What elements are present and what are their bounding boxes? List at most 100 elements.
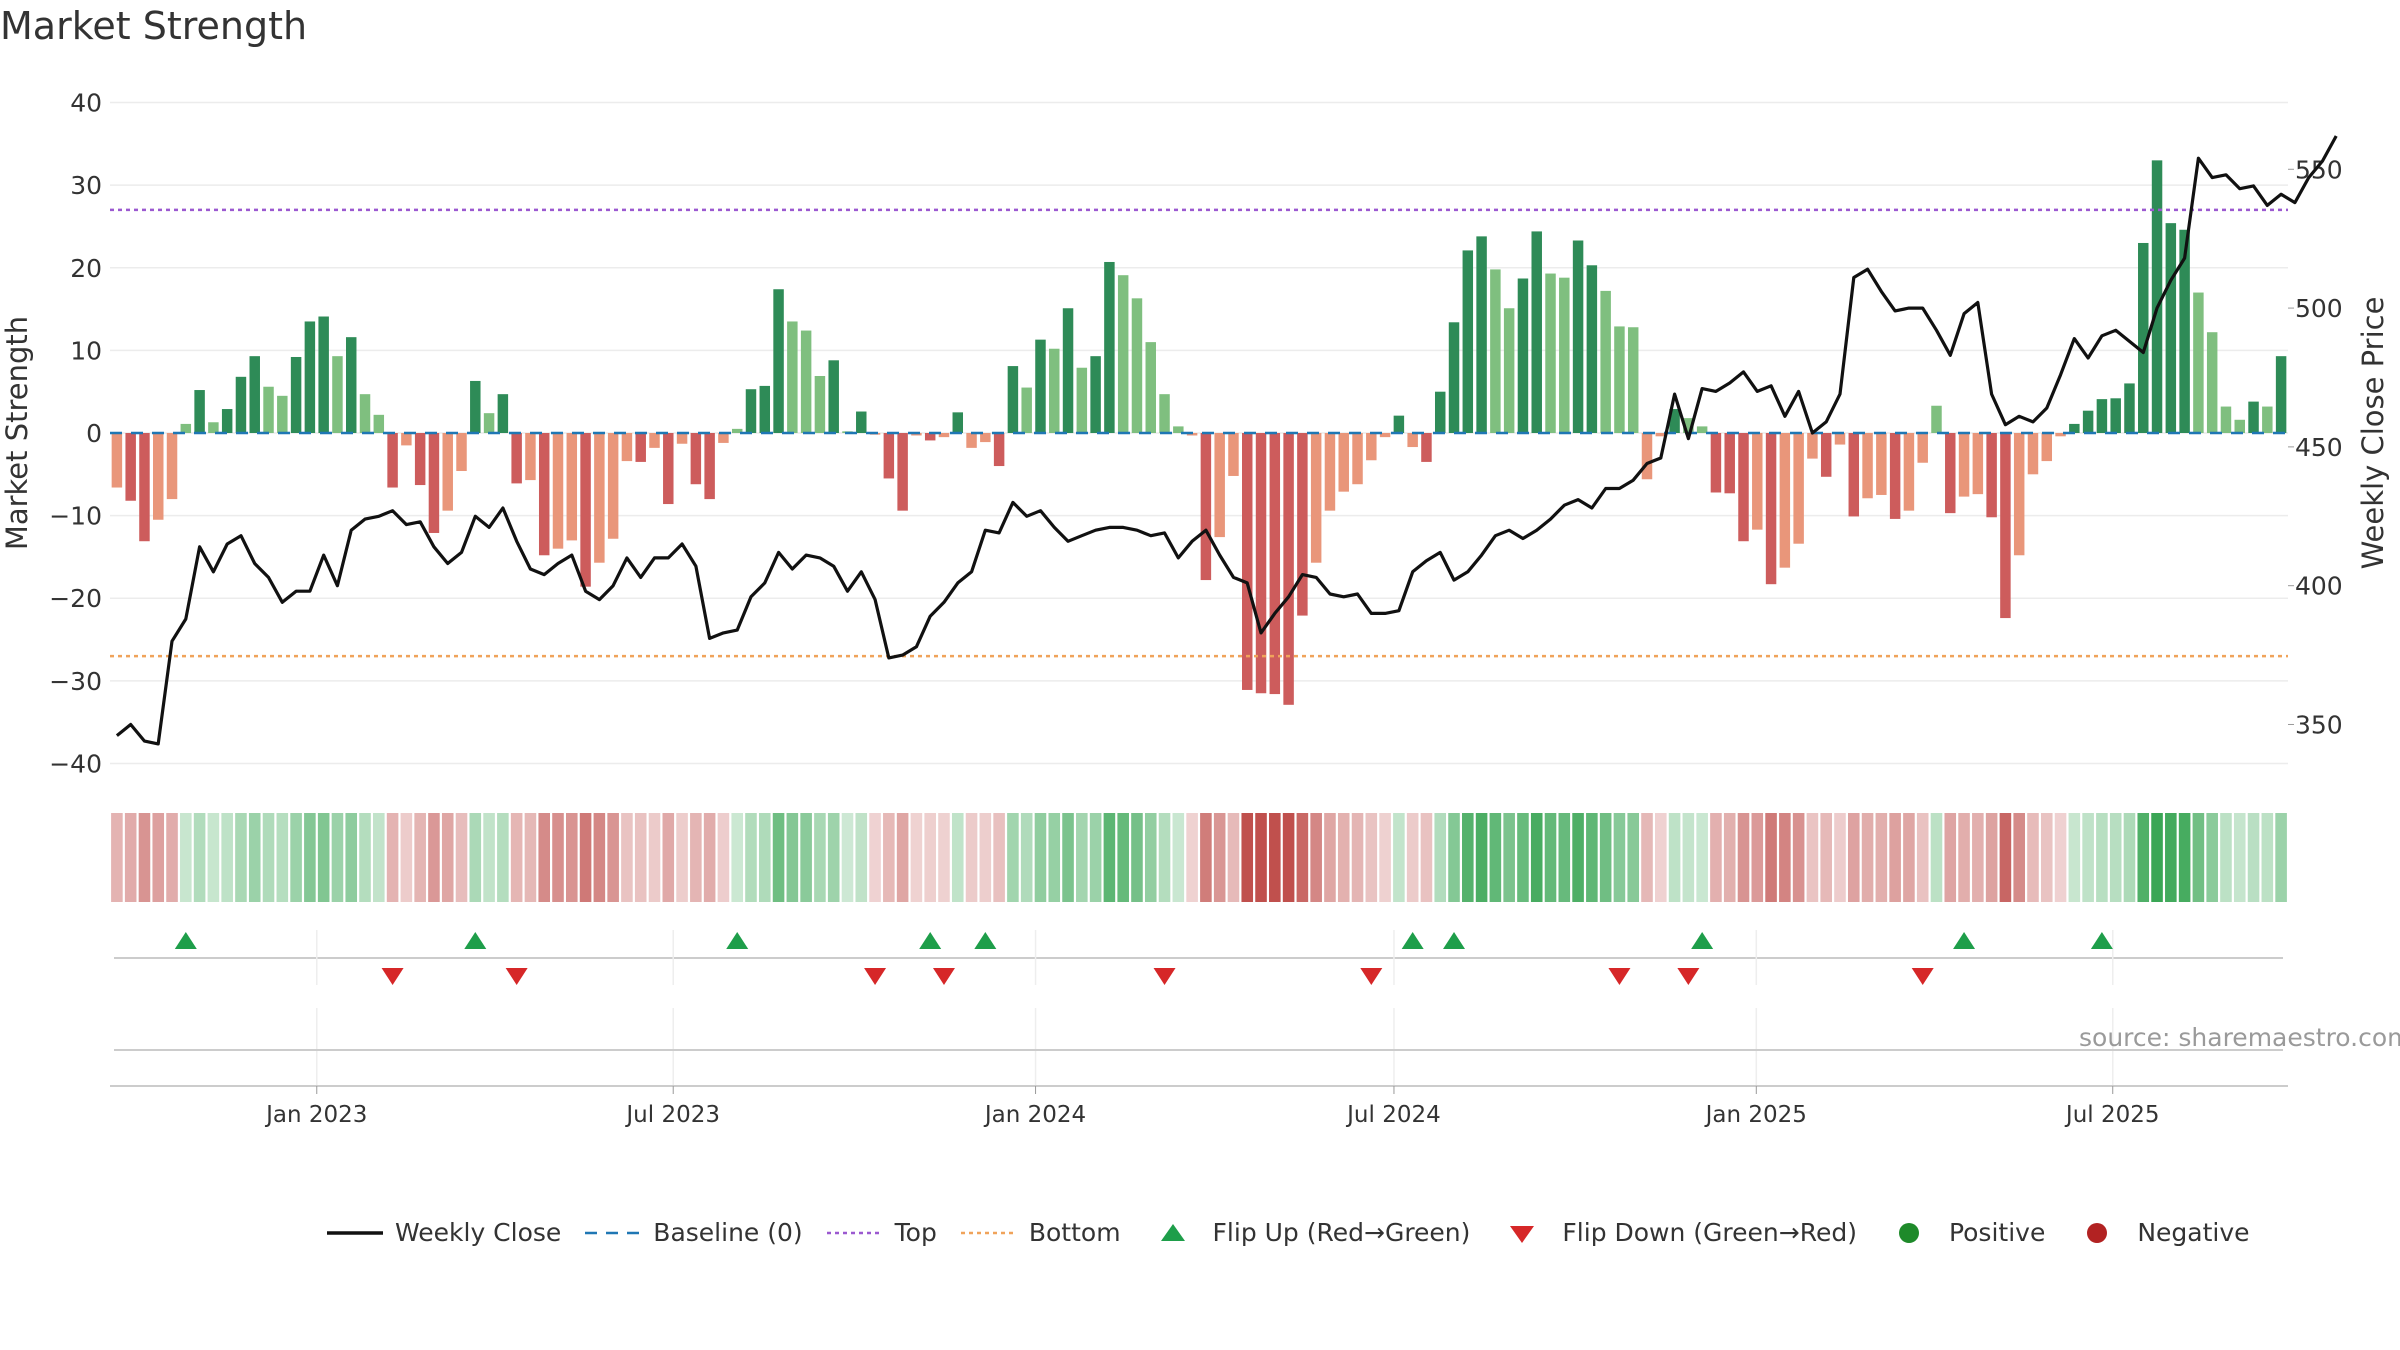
heat-strip-cell [1765,813,1777,902]
strength-bar [1269,433,1281,695]
strength-bar [718,433,729,443]
strength-bar [621,433,633,462]
heat-strip-cell [1103,813,1116,902]
strength-bar [1476,236,1487,433]
strength-bar [387,433,398,488]
strength-bar [1421,433,1432,462]
heat-strip-cell [1324,813,1336,902]
strength-bar [787,321,798,433]
heat-strip-cell [1599,813,1612,902]
strength-bar [1407,433,1418,448]
legend-symbol [2067,1221,2127,1245]
heat-strip-cell [345,813,358,902]
strength-bar [483,413,495,433]
heat-strip-cell [166,813,178,902]
heat-strip-cell [607,813,619,902]
strength-bar [277,395,288,433]
strength-bar [1600,290,1611,433]
x-tick-label: Jul 2023 [624,1102,720,1128]
heat-strip-cell [2082,813,2094,902]
heat-strip-cell [1544,813,1557,902]
heat-strip-cell [1655,813,1667,902]
source-note: source: sharemaestro.com [2079,1023,2400,1052]
strength-bar [2000,433,2011,619]
strength-bar [580,433,591,587]
strength-bar [731,428,743,433]
heat-strip-cell [1586,813,1598,902]
heat-strip-cell [138,813,151,902]
heat-strip-cell [1958,813,1970,902]
strength-bar [1738,433,1749,542]
heat-strip-cell [1034,813,1047,902]
heat-strip-cell [2206,813,2218,902]
flip-down-marker [1608,968,1631,985]
flip-down-marker [864,968,887,985]
heat-strip-cell [1668,813,1681,902]
strength-bar [2055,433,2066,437]
strength-bar [2110,398,2121,433]
strength-bar [511,433,522,484]
heat-strip-cell [414,813,426,902]
strength-bar [139,433,150,542]
y-tick-right: 500 [2295,294,2343,323]
heat-strip-cell [1310,813,1322,902]
strength-bar [828,360,839,433]
heat-strip-cell [634,813,647,902]
strength-bar [552,433,564,549]
flip-up-marker [174,932,197,949]
heat-strip-cell [1089,813,1102,902]
heat-strip-cell [566,813,578,902]
strength-bar [1710,433,1722,493]
legend-symbol [583,1221,643,1245]
y-tick-left: −30 [49,667,102,696]
heat-strip-cell [1985,813,1998,902]
strength-bar [263,386,274,433]
x-tick-label: Jul 2025 [2064,1102,2160,1128]
heat-strip-cell [1779,813,1791,902]
heat-strip-cell [938,813,950,902]
strength-bar [663,433,674,505]
y-axis-label-right: Weekly Close Price [2356,297,2390,570]
strength-bar [1200,433,1212,581]
strength-bar [607,433,619,539]
strength-bar [401,433,412,446]
strength-bar [1503,308,1515,433]
y-tick-left: −40 [49,749,102,778]
strength-bar [704,433,715,500]
heat-strip-cell [1972,813,1984,902]
y-tick-right: 400 [2295,572,2343,601]
strength-bar [2041,433,2053,462]
flip-down-marker [1911,968,1934,985]
heat-strip-cell [1462,813,1474,902]
x-tick-label: Jul 2024 [1345,1102,1441,1128]
heat-strip-cell [2178,813,2191,902]
flip-down-marker [505,968,528,985]
heat-strip-cell [1806,813,1819,902]
heat-strip-cell [1916,813,1929,902]
heat-strip-cell [331,813,344,902]
heat-strip-cell [1365,813,1378,902]
strength-bar [2138,242,2149,433]
strength-bar [2151,160,2163,433]
heat-strip-cell [1379,813,1391,902]
heat-strip-cell [552,813,564,902]
heat-strip-cell [1131,813,1143,902]
strength-bar [1214,433,1225,538]
strength-bar [1283,433,1294,705]
strength-bar [2096,399,2108,433]
strength-bar [332,356,343,433]
heat-strip-cell [2165,813,2177,902]
flip-down-marker [1677,968,1700,985]
heat-strip-cell [2137,813,2150,902]
legend: Weekly Close Baseline (0) Top Bottom Flip Up… [325,1218,2272,1247]
heat-strip-cell [1999,813,2012,902]
strength-bar [1062,308,1074,433]
strength-bar [2275,356,2287,433]
strength-bar [249,356,260,433]
legend-symbol [959,1221,1019,1245]
heat-strip-cell [758,813,771,902]
strength-bar [1559,277,1570,433]
chart-title: Market Strength [0,4,308,48]
flip-down-marker [1360,968,1383,985]
heat-strip-cell [2054,813,2067,902]
